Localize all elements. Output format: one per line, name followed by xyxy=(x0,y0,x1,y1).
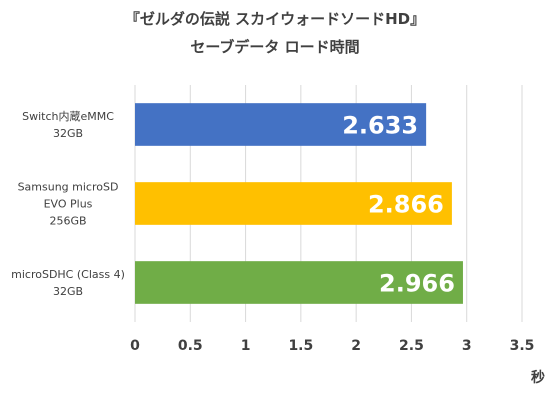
category-label: 32GB xyxy=(53,127,83,140)
tick-label: 3.5 xyxy=(510,338,535,354)
bar xyxy=(135,261,463,304)
bar-series: 2.633 2.866 2.966 xyxy=(135,103,463,304)
data-label: 2.866 xyxy=(368,191,444,219)
tick-label: 1.5 xyxy=(288,338,313,354)
data-label: 2.633 xyxy=(342,112,418,140)
x-axis-label: 秒 xyxy=(531,369,545,386)
category-label: 32GB xyxy=(53,285,83,298)
bar xyxy=(135,182,452,225)
category-label: microSDHC (Class 4) xyxy=(11,268,125,281)
chart-title: 『ゼルダの伝説 スカイウォードソードHD』 xyxy=(124,10,426,28)
tick-label: 3 xyxy=(462,338,472,354)
category-label: Samsung microSD xyxy=(18,181,119,194)
tick-label: 2.5 xyxy=(399,338,424,354)
tick-label: 1 xyxy=(241,338,251,354)
tick-label: 0 xyxy=(130,338,140,354)
category-label: Switch内蔵eMMC xyxy=(22,109,114,123)
tick-label: 2 xyxy=(351,338,361,354)
category-label: EVO Plus xyxy=(44,198,93,211)
x-axis-ticks: 0 0.5 1 1.5 2 2.5 3 3.5 xyxy=(130,338,534,354)
tick-label: 0.5 xyxy=(178,338,203,354)
category-label: 256GB xyxy=(49,215,86,228)
chart-subtitle: セーブデータ ロード時間 xyxy=(190,38,360,56)
data-label: 2.966 xyxy=(379,270,455,298)
bar xyxy=(135,103,427,146)
category-labels: Switch内蔵eMMC 32GB Samsung microSD EVO Plus 2… xyxy=(11,109,125,298)
